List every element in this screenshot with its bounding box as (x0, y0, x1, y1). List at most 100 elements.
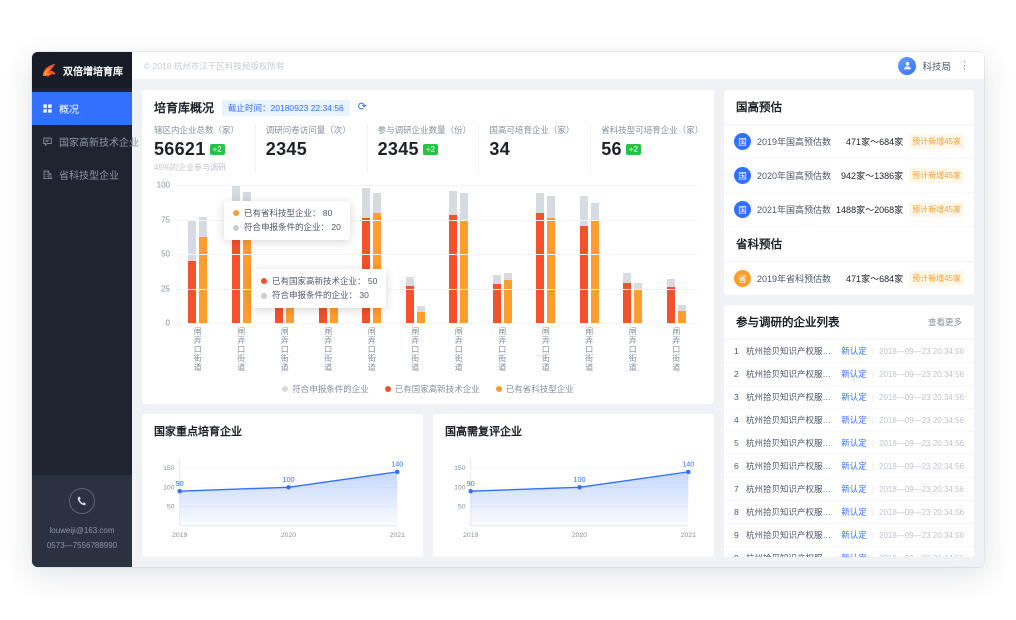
new-certified-link[interactable]: 新认定 (841, 369, 867, 379)
x-axis-label: 闸弄口街道 (193, 327, 203, 372)
y-axis-tick: 50 (161, 249, 170, 259)
sheng-badge-icon: 省 (734, 270, 751, 287)
estimates-card: 国高预估 国 2019年国高预估数 471家～684家 预计新增45家 国 20… (724, 90, 974, 295)
stat-delta-badge: +2 (209, 144, 225, 155)
estimate-label: 2020年国高预估数 (757, 171, 832, 181)
stat-shengke-cultivable: 省科技型可培育企业（家） 56 +2 (590, 124, 703, 173)
estimate-row-2019-shengke: 省 2019年省科预估数 471家～684家 预计新增45家 (724, 262, 974, 295)
divider: | (871, 415, 875, 425)
bar-group[interactable] (188, 185, 208, 323)
bar-group[interactable] (492, 185, 512, 323)
legend-item-national[interactable]: 已有国家高新技术企业 (384, 383, 480, 395)
svg-text:2020: 2020 (572, 532, 587, 539)
sidebar: 双倍增培育库 概况 国家高新技术企业 省科技型企业 (32, 52, 139, 567)
stacked-bar (677, 185, 686, 323)
row-index: 5 (734, 438, 739, 448)
user-menu: 科技局 ⋮ (898, 56, 972, 75)
refresh-icon[interactable]: ⟳ (357, 101, 368, 113)
legend-label: 已有省科技型企业 (505, 384, 574, 394)
svg-text:100: 100 (573, 475, 585, 484)
new-certified-link[interactable]: 新认定 (841, 552, 867, 557)
national-key-card: 国家重点培育企业 50 100 150 90 100 140 2019 2020 2021 (142, 414, 423, 557)
stacked-bar (449, 185, 458, 323)
contact-phone: 0573—7556788990 (46, 540, 118, 550)
row-index: 9 (734, 553, 741, 557)
new-certified-link[interactable]: 新认定 (841, 392, 867, 402)
bar-group[interactable] (536, 185, 556, 323)
survey-row: 9 杭州拾贝知识产权服务有限公司新认定 | 2018—09—23 20:34:56 (724, 524, 974, 547)
company-name: 杭州拾贝知识产权服务有限公司 (746, 461, 836, 471)
certified-time: 2018—09—23 20:34:56 (879, 369, 964, 379)
line-chart-title: 国高需复评企业 (445, 426, 522, 438)
stat-survey-companies: 参与调研企业数量（份） 2345 +2 (366, 124, 479, 173)
certified-time: 2018—09—23 20:34:56 (879, 507, 964, 517)
row-index: 8 (734, 507, 739, 517)
svg-text:50: 50 (167, 504, 175, 511)
survey-row: 4 杭州拾贝知识产权服务有限公司新认定 | 2018—09—23 20:34:56 (724, 409, 974, 432)
overview-card: 培育库概况 截止时间：20180923 22:34:56 ⟳ 辖区内企业总数（家… (142, 90, 714, 404)
company-name: 杭州拾贝知识产权服务有限公司 (746, 392, 836, 402)
certified-time: 2018—09—23 20:34:56 (879, 415, 964, 425)
more-menu-icon[interactable]: ⋮ (959, 60, 970, 72)
new-certified-link[interactable]: 新认定 (841, 461, 867, 471)
stacked-bar (547, 185, 556, 323)
copyright-text: © 2018 杭州市江干区科技局版权所有 (144, 60, 285, 71)
stacked-bar (492, 185, 501, 323)
new-certified-link[interactable]: 新认定 (841, 484, 867, 494)
legend-item-eligible[interactable]: 符合申报条件的企业 (282, 383, 369, 395)
bar-xlabels: 闸弄口街道 闸弄口街道 闸弄口街道 闸弄口街道 闸弄口街道 闸弄口街道 闸弄口街道 闸弄口街道… (176, 327, 698, 377)
overview-title: 培育库概况 (154, 101, 215, 115)
survey-list-card: 参与调研的企业列表 查看更多 1杭州拾贝知识产权服务有限公司新认定|2018—0… (724, 305, 974, 557)
estimate-label: 2021年国高预估数 (757, 205, 831, 215)
survey-row: 6 杭州拾贝知识产权服务有限公司新认定 | 2018—09—23 20:34:56 (724, 455, 974, 478)
stat-guogao-cultivable: 国高可培育企业（家） 34 (478, 124, 590, 173)
estimate-increase-badge: 预计新增45家 (909, 168, 964, 183)
dashboard-icon (42, 103, 53, 114)
new-certified-link[interactable]: 新认定 (841, 530, 867, 540)
estimate-increase-badge: 预计新增45家 (909, 134, 964, 149)
survey-list-header: 参与调研的企业列表 查看更多 (724, 305, 974, 340)
survey-list: 1杭州拾贝知识产权服务有限公司新认定|2018—09—23 20:34:562杭… (724, 340, 974, 557)
stat-survey-visits: 调研问卷访问量（次） 2345 (254, 124, 367, 173)
bar-group[interactable] (405, 185, 425, 323)
right-column: 国高预估 国 2019年国高预估数 471家～684家 预计新增45家 国 20… (724, 90, 974, 557)
new-certified-link[interactable]: 新认定 (841, 438, 867, 448)
stat-value: 56 (601, 139, 622, 159)
grid-line (176, 288, 698, 290)
new-certified-link[interactable]: 新认定 (841, 346, 867, 356)
stacked-bar (199, 185, 208, 323)
certified-time: 2018—09—23 20:34:56 (879, 461, 964, 471)
new-certified-link[interactable]: 新认定 (841, 507, 867, 517)
legend-label: 符合申报条件的企业 (292, 384, 369, 394)
stat-delta-badge: +2 (422, 144, 438, 155)
bar-group[interactable] (449, 185, 469, 323)
sidebar-item-provincial-tech[interactable]: 省科技型企业 (32, 158, 132, 191)
x-axis-label: 闸弄口街道 (497, 327, 507, 372)
svg-text:150: 150 (163, 465, 175, 472)
bar-group[interactable] (666, 185, 686, 323)
svg-text:2019: 2019 (463, 532, 478, 539)
sidebar-item-overview[interactable]: 概况 (32, 92, 132, 125)
guogao-estimates-title: 国高预估 (724, 90, 974, 125)
sidebar-item-national-hightech[interactable]: 国家高新技术企业 (32, 125, 139, 158)
user-name: 科技局 (922, 61, 951, 73)
new-certified-link[interactable]: 新认定 (841, 415, 867, 425)
legend-item-provincial[interactable]: 已有省科技型企业 (495, 383, 574, 395)
x-axis-label: 闸弄口街道 (236, 327, 246, 372)
bar-group[interactable] (579, 185, 599, 323)
user-avatar[interactable] (898, 56, 917, 75)
company-name: 杭州拾贝知识产权服务有限公司 (746, 507, 836, 517)
stacked-bar (579, 185, 588, 323)
view-more-link[interactable]: 查看更多 (927, 317, 962, 327)
divider: | (871, 369, 875, 379)
stats-row: 辖区内企业总数（家） 56621 +2 45%的企业参与调研 调研问卷访问量（次）… (142, 122, 714, 179)
tooltip-dot (233, 210, 239, 217)
line-chart-title: 国家重点培育企业 (154, 426, 242, 438)
estimate-increase-badge: 预计新增45家 (909, 271, 964, 286)
sidebar-item-label: 国家高新技术企业 (59, 138, 139, 149)
phone-icon[interactable] (69, 487, 95, 514)
survey-row: 1 杭州拾贝知识产权服务有限公司新认定 | 2018—09—23 20:34:56 (724, 340, 974, 363)
bar-group[interactable] (623, 185, 643, 323)
certified-time: 2018—09—23 20:34:56 (879, 530, 964, 540)
